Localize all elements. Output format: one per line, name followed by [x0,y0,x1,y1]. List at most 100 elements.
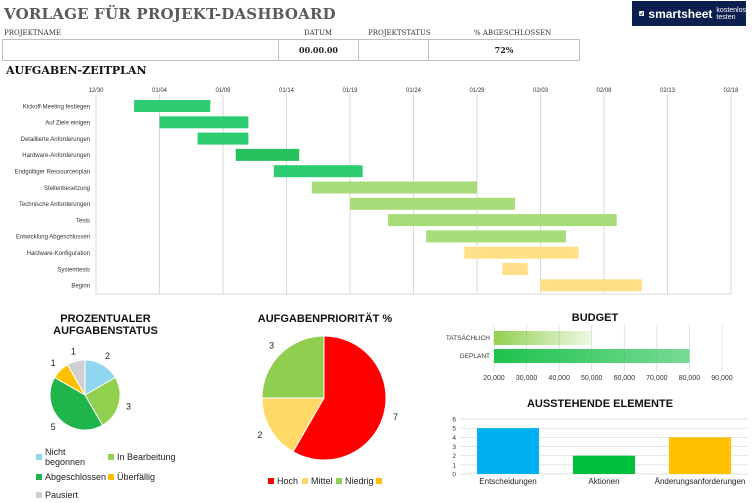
gantt-task-label: Beginn [71,284,90,290]
legend-label: Nicht begonnen [45,447,86,467]
gantt-title: AUFGABEN-ZEITPLAN [6,64,147,77]
priority-pie-data-label: 3 [269,341,274,351]
legend-swatch [36,474,42,480]
gantt-tick-label: 01/19 [342,88,358,94]
legend-swatch [302,478,308,484]
pending-title: AUSSTEHENDE ELEMENTE [526,398,674,410]
status-pie-chart: 2 3 5 1 1 [49,347,131,432]
legend-item: Mittel [302,476,336,486]
status-pie-title-line2: AUFGABENSTATUS [53,325,158,337]
gantt-task-bar[interactable] [540,279,643,292]
gantt-svg: 12/30 01/04 01/09 01/14 01/19 01/24 01/29 02/03… [15,88,739,295]
legend-label: Niedrig [345,476,374,486]
gantt-tick-label: 02/03 [533,88,549,94]
legend-swatch [268,478,274,484]
gantt-task-bar[interactable] [311,181,477,194]
pending-category-label: Entscheidungen [479,477,536,486]
gantt-chart: 12/30 01/04 01/09 01/14 01/19 01/24 01/29 02/03… [0,82,754,298]
status-pie-slice[interactable] [49,376,104,431]
priority-pie-slice[interactable] [261,397,325,453]
priority-pie-data-label: 7 [393,412,398,422]
gantt-task-label: Hardware-Anforderungen [22,153,90,159]
gantt-task-bar[interactable] [350,197,516,210]
project-name-field[interactable] [2,39,279,61]
status-pie-title-line1: PROZENTUALER [60,313,151,325]
budget-tick-label: 60,000 [614,375,636,382]
gantt-task-bar[interactable] [235,148,300,161]
pending-bar[interactable] [477,428,539,474]
budget-bar[interactable] [494,349,690,363]
gantt-task-bar[interactable] [197,132,249,145]
gantt-task-bar[interactable] [426,230,566,243]
gantt-task-label: Stellenbesetzung [44,186,90,192]
pending-chart: 0 1 2 3 4 5 6 Entscheidungen Aktionen Änderungsan… [452,417,748,486]
gantt-task-label: Entwicklung Abgeschlossen [16,235,90,241]
priority-pie-legend: Hoch Mittel Niedrig [268,471,418,489]
pending-tick-label: 1 [452,462,456,469]
legend-item [376,478,385,484]
percent-field[interactable]: 72% [428,39,580,61]
budget-category-label: TATSÄCHLICH [446,334,490,342]
legend-swatch [336,478,342,484]
pending-tick-label: 3 [452,444,456,451]
legend-label: In Bearbeitung [117,452,176,462]
legend-item: Niedrig [336,476,376,486]
legend-swatch [36,454,42,460]
status-pie-slice[interactable] [66,359,86,397]
budget-bar[interactable] [494,331,592,345]
pending-bar[interactable] [573,455,635,474]
status-pie-data-label: 3 [126,402,131,412]
gantt-task-bar[interactable] [134,100,211,112]
priority-pie-slice[interactable] [261,335,325,399]
gantt-task-label: Endgültiger Ressourcenplan [15,170,90,176]
status-pie-slice[interactable] [84,376,121,426]
pending-category-label: Aktionen [588,477,619,486]
page-title: VORLAGE FÜR PROJEKT-DASHBOARD [4,5,336,23]
gantt-tick-label: 12/30 [88,88,104,94]
legend-label: Hoch [277,476,299,486]
status-field[interactable] [358,39,429,61]
gantt-task-label: Detaillierte Anforderungen [21,137,90,143]
legend-item: Hoch [268,476,302,486]
pending-tick-label: 6 [452,417,456,424]
budget-chart: 20,000 30,000 40,000 50,000 60,000 70,000 80,0… [446,325,733,382]
col-status: PROJEKTSTATUS [368,29,431,37]
status-pie-data-label: 1 [71,347,76,357]
pending-tick-label: 0 [452,472,456,479]
gantt-task-bar[interactable] [388,214,617,227]
gantt-tick-label: 02/08 [596,88,612,94]
gantt-tick-label: 01/14 [279,88,295,94]
priority-pie-slice[interactable] [292,335,387,461]
gantt-task-bar[interactable] [273,165,363,178]
priority-pie-data-label: 2 [257,430,262,440]
gantt-task-bar[interactable] [502,263,528,275]
col-percent: % ABGESCHLOSSEN [474,29,552,37]
pending-bar[interactable] [669,437,731,474]
gantt-task-label: Tests [76,218,90,224]
budget-tick-label: 20,000 [483,375,505,382]
gantt-tick-label: 01/04 [152,88,168,94]
legend-item: Abgeschlossen [36,472,108,482]
gantt-tick-label: 01/09 [215,88,231,94]
legend-swatch [376,478,382,484]
legend-item: Überfällig [108,472,180,482]
budget-title: BUDGET [571,312,619,324]
date-field[interactable]: 00.00.00 [278,39,359,61]
priority-pie-chart: 7 2 3 [257,335,398,461]
legend-swatch [108,454,114,460]
status-pie-title: PROZENTUALER AUFGABENSTATUS [28,313,183,337]
budget-tick-label: 30,000 [516,375,538,382]
brand-cta: kostenlos testen [716,6,746,21]
pending-tick-label: 2 [452,453,456,460]
status-pie-data-label: 5 [51,422,56,432]
gantt-task-bar[interactable] [159,116,249,129]
pending-tick-label: 5 [452,426,456,433]
legend-label: Mittel [311,476,333,486]
gantt-tick-label: 02/18 [723,88,739,94]
smartsheet-cta[interactable]: smartsheet kostenlos testen [632,1,746,26]
budget-tick-label: 50,000 [581,375,603,382]
pending-category-label: Änderungsanforderungen [655,477,746,486]
budget-tick-label: 40,000 [548,375,570,382]
budget-tick-label: 70,000 [646,375,668,382]
gantt-task-bar[interactable] [464,246,579,259]
